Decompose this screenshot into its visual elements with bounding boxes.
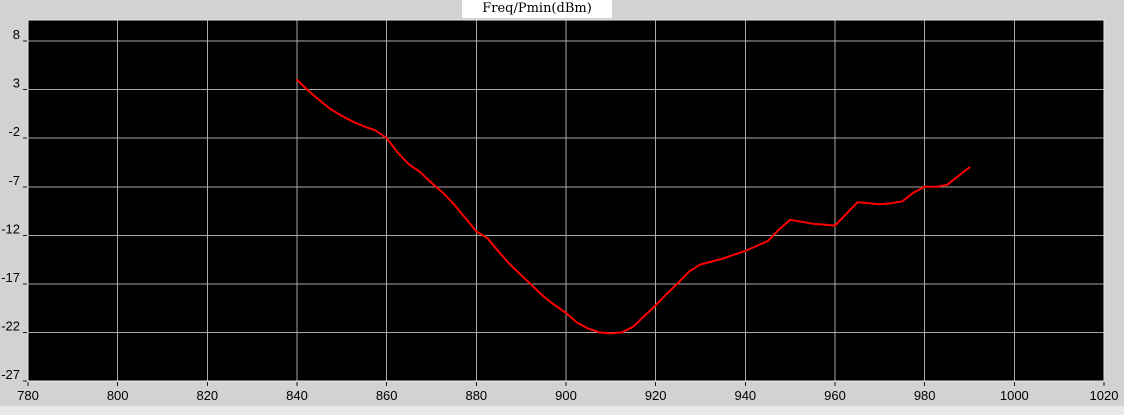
y-axis-tick-label: -7: [8, 173, 20, 188]
x-axis-tick-label: 860: [376, 388, 398, 403]
y-axis-tick-label: 3: [13, 76, 20, 91]
x-axis-tick-label: 880: [465, 388, 487, 403]
x-axis-tick-label: 960: [824, 388, 846, 403]
footer-strip: [0, 406, 1124, 415]
x-axis-tick-label: 800: [107, 388, 129, 403]
x-axis-tick-label: 1020: [1090, 388, 1119, 403]
chart-title: Freq/Pmin(dBm): [462, 0, 612, 18]
plot-border: [27, 19, 1105, 382]
y-axis-tick-label: -17: [1, 270, 20, 285]
x-axis-tick-label: 840: [286, 388, 308, 403]
pmin-trace: [296, 78, 971, 335]
y-axis-tick-label: 8: [13, 27, 20, 42]
y-axis-tick-label: -12: [1, 221, 20, 236]
x-axis-tick-label: 900: [555, 388, 577, 403]
x-axis-tick-label: 980: [914, 388, 936, 403]
x-axis-tick-label: 1000: [1000, 388, 1029, 403]
x-axis-tick-label: 820: [196, 388, 218, 403]
x-axis-tick-label: 780: [17, 388, 39, 403]
y-axis-tick-label: -27: [1, 367, 20, 382]
x-axis-tick-label: 920: [645, 388, 667, 403]
x-axis-tick-label: 940: [734, 388, 756, 403]
y-axis-tick-label: -2: [8, 124, 20, 139]
y-axis-tick-label: -22: [1, 318, 20, 333]
